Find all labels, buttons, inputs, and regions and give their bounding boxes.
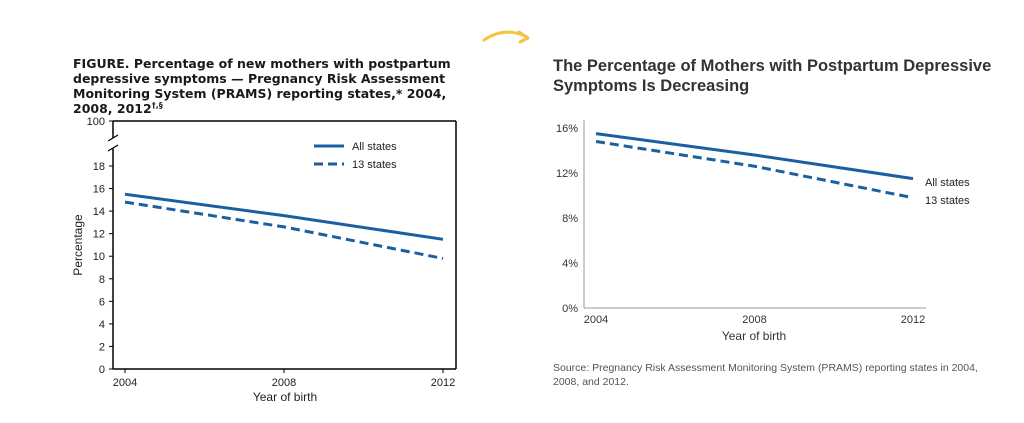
y-tick-label: 8 xyxy=(99,274,105,286)
series-line-all-states xyxy=(595,132,914,181)
y-tick-label: 16 xyxy=(93,184,105,196)
y-tick-label: 10 xyxy=(93,251,105,263)
series-end-label: 13 states xyxy=(925,195,970,207)
series-line-all-states xyxy=(124,192,444,241)
y-tick-label: 0 xyxy=(99,364,105,376)
x-axis-title: Year of birth xyxy=(253,390,317,404)
series-end-label: All states xyxy=(925,177,970,189)
y-tick-label: 0% xyxy=(562,303,578,315)
x-tick-label: 2004 xyxy=(584,314,608,326)
legend-label: 13 states xyxy=(352,159,397,171)
x-tick-label: 2012 xyxy=(431,377,455,389)
y-tick-label: 100 xyxy=(87,116,105,128)
y-axis-title: Percentage xyxy=(71,214,85,276)
series-line-13-states xyxy=(595,140,914,200)
series-line-13-states xyxy=(124,200,444,260)
right-chart-title: The Percentage of Mothers with Postpartu… xyxy=(553,57,992,95)
axis-break-mark-lower xyxy=(107,144,119,152)
y-tick-label: 14 xyxy=(93,206,105,218)
y-tick-label: 4% xyxy=(562,258,578,270)
x-tick-label: 2004 xyxy=(113,377,137,389)
left-chart-title-footnote-marks: †,§ xyxy=(151,100,163,110)
y-tick-label: 8% xyxy=(562,213,578,225)
y-tick-label: 12 xyxy=(93,229,105,241)
legend-label: All states xyxy=(352,141,397,153)
y-tick-label: 4 xyxy=(99,319,105,331)
x-axis-title: Year of birth xyxy=(722,329,786,343)
x-tick-label: 2008 xyxy=(742,314,766,326)
left-chart-title-text: FIGURE. Percentage of new mothers with p… xyxy=(73,56,451,116)
y-tick-label: 12% xyxy=(556,168,578,180)
y-tick-label: 18 xyxy=(93,161,105,173)
left-chart-title: FIGURE. Percentage of new mothers with p… xyxy=(73,56,473,116)
right-chart-source-note: Source: Pregnancy Risk Assessment Monito… xyxy=(553,362,978,388)
axis-break-mark-upper xyxy=(107,134,119,142)
y-tick-label: 6 xyxy=(99,296,105,308)
y-tick-label: 16% xyxy=(556,123,578,135)
x-tick-label: 2008 xyxy=(272,377,296,389)
x-tick-label: 2012 xyxy=(901,314,925,326)
y-tick-label: 2 xyxy=(99,341,105,353)
